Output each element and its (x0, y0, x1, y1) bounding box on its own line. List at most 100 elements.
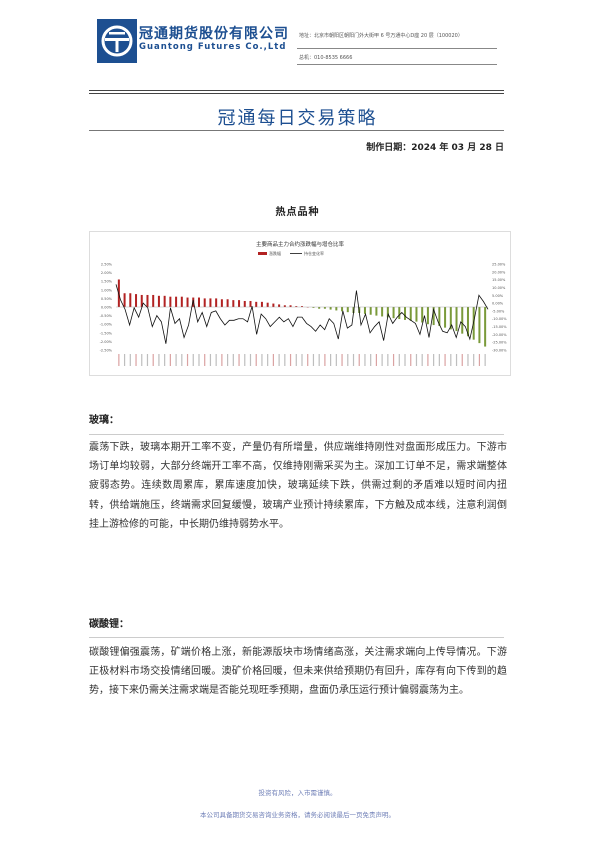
bar (186, 297, 189, 307)
glass-paragraph: 震荡下跌，玻璃本期开工率不变，产量仍有所增量，供应端维持刚性对盘面形成压力。下游… (89, 442, 507, 530)
bar (318, 307, 321, 309)
disclaimer-notice: 本公司具备期货交易咨询业务资格，请务必阅读最后一页免责声明。 (200, 811, 395, 819)
x-category-label (244, 354, 246, 366)
lithium-label: 碳酸锂： (89, 619, 129, 630)
x-category-label (186, 354, 189, 366)
line-series (115, 284, 489, 344)
x-category-label (129, 354, 131, 366)
x-category-label (198, 354, 200, 366)
bar (404, 307, 407, 320)
bar (135, 294, 138, 307)
x-category-label (181, 354, 183, 366)
bar (300, 306, 304, 307)
y-tick-label: 1.50% (101, 280, 113, 284)
bar (426, 307, 429, 325)
x-category-label (404, 354, 406, 366)
bar (289, 305, 292, 307)
x-category-label (289, 354, 292, 366)
bar (278, 304, 281, 307)
bar (421, 307, 424, 323)
bar (169, 296, 172, 307)
x-category-label (347, 354, 349, 366)
bar (260, 301, 263, 307)
x-category-label (427, 354, 429, 366)
y2-tick-label: 10.00% (492, 286, 506, 290)
glass-label: 玻璃： (89, 415, 119, 426)
bar (341, 307, 344, 312)
y-tick-label: 1.00% (101, 288, 113, 292)
x-category-label (204, 354, 206, 366)
date-line: 制作日期：2024 年 03 月 28 日 (366, 143, 504, 153)
x-category-label (312, 354, 315, 366)
x-category-label (209, 354, 212, 366)
bar (392, 307, 395, 319)
x-category-label (455, 354, 458, 366)
x-category-label (335, 354, 337, 366)
y-tick-label: -1.50% (100, 331, 113, 335)
x-category-label (438, 354, 440, 366)
company-name-en: Guantong Futures Co.,Ltd (139, 42, 287, 52)
bar (220, 299, 223, 307)
x-category-label (478, 354, 481, 366)
y2-tick-label: -10.00% (492, 317, 507, 321)
y2-tick-label: -25.00% (492, 341, 507, 345)
x-category-label (370, 354, 372, 366)
y2-tick-label: -5.00% (492, 309, 505, 313)
bar (363, 307, 366, 314)
x-category-label (192, 354, 194, 366)
x-category-label (261, 354, 263, 366)
company-logo (97, 19, 137, 63)
x-category-label (164, 354, 166, 366)
x-category-label (330, 354, 332, 366)
x-category-label (238, 354, 240, 366)
x-category-label (375, 354, 377, 366)
x-category-label (175, 354, 177, 366)
x-category-label (249, 354, 252, 366)
bar (129, 293, 132, 307)
legend-label: 涨跌幅 (269, 250, 281, 256)
y2-tick-label: 25.00% (492, 263, 506, 267)
bar (398, 307, 401, 320)
bar (415, 307, 418, 322)
x-category-label (398, 354, 400, 366)
bar (375, 307, 378, 316)
x-category-label (152, 354, 154, 366)
x-category-label (227, 354, 229, 366)
x-category-label (358, 354, 360, 366)
chart-container: 主要商品主力合约涨跌幅与增仓比率 涨跌幅 持仓变化率 2.50% 2.00% 1.50% 1… (89, 231, 511, 376)
x-category-label (295, 354, 297, 366)
bar (272, 303, 275, 307)
section-divider (89, 637, 504, 638)
bar (215, 298, 218, 307)
x-category-label (146, 354, 149, 366)
y-tick-label: 0.00% (101, 306, 113, 310)
y2-tick-label: 15.00% (492, 278, 506, 282)
bar (409, 307, 412, 321)
bar (432, 307, 435, 326)
x-category-label (410, 354, 412, 366)
x-category-label (352, 354, 355, 366)
y2-tick-label: 20.00% (492, 270, 506, 274)
header-divider (297, 48, 497, 49)
x-category-label (141, 354, 143, 366)
chart-title: 主要商品主力合约涨跌幅与增仓比率 (256, 240, 345, 248)
y2-tick-label: 5.00% (492, 294, 504, 298)
bar (438, 307, 441, 326)
x-category-label (392, 354, 395, 366)
bar (266, 302, 269, 307)
bar (478, 307, 481, 344)
bar (329, 307, 332, 310)
title-rule-bottom (89, 130, 504, 131)
x-category-label (221, 354, 223, 366)
x-category-label (381, 354, 383, 366)
bar (146, 294, 149, 307)
bar (369, 307, 372, 315)
bar (243, 300, 246, 307)
x-category-label (484, 354, 486, 366)
x-category-label (272, 354, 274, 366)
bar (152, 294, 155, 307)
bar (123, 293, 126, 307)
bar (381, 307, 384, 317)
x-category-label (433, 354, 435, 366)
x-category-label (450, 354, 452, 366)
